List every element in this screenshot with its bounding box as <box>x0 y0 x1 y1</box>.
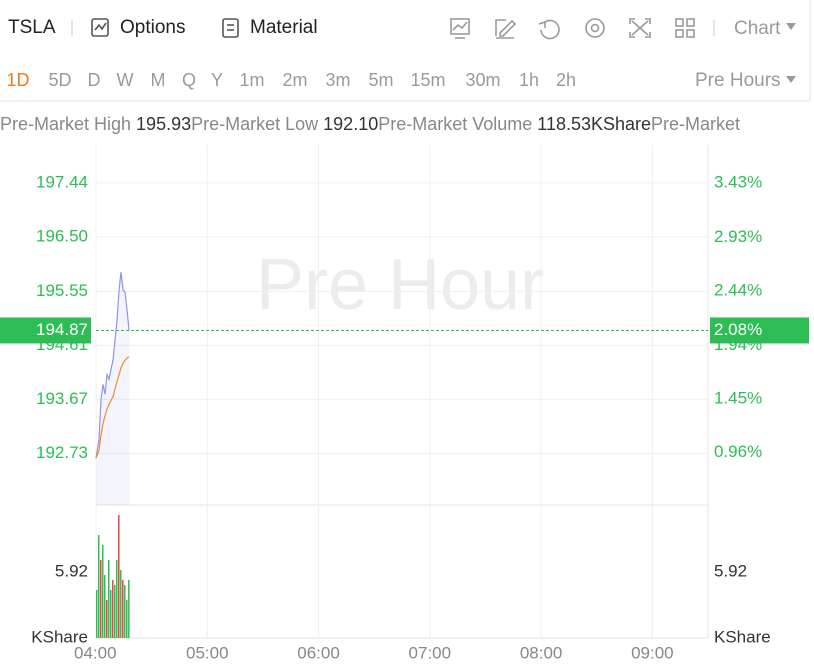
timeframe-option[interactable]: M <box>151 70 166 90</box>
dropdown-arrow <box>786 76 796 83</box>
volume-bar <box>102 545 104 638</box>
price-line <box>95 271 130 459</box>
info-label: Pre-Market <box>651 114 740 134</box>
indicator-icon[interactable] <box>450 18 470 39</box>
timeframe-option[interactable]: 5D <box>48 70 71 90</box>
y-tick-label: 193.67 <box>36 389 88 408</box>
volume-bar <box>124 585 126 638</box>
y2-tick-label: 2.44% <box>714 281 762 300</box>
info-label: Pre-Market High <box>0 114 131 134</box>
layout-icon[interactable] <box>675 18 695 38</box>
timeframe-option[interactable]: 15m <box>410 70 445 90</box>
options-icon[interactable] <box>91 18 109 37</box>
volume-bar <box>98 534 100 638</box>
volume-bar <box>122 580 124 638</box>
timeframe-option[interactable]: 1D <box>6 70 29 90</box>
volume-bar <box>116 559 118 638</box>
volume-tick-label: 5.92 <box>55 561 88 580</box>
x-tick-label: 09:00 <box>631 643 674 662</box>
y2-tick-label: 3.43% <box>714 173 762 192</box>
timeframe-option[interactable]: 5m <box>368 70 393 90</box>
y2-tick-label: 2.93% <box>714 227 762 246</box>
timeframe-bar: 1D 5D D W M Q Y 1m 2m 3m 5m 15m 30m 1h 2h <box>6 70 576 90</box>
volume-unit: KShare <box>31 627 88 646</box>
settings-icon[interactable] <box>585 18 605 38</box>
fullscreen-icon[interactable] <box>629 18 651 38</box>
info-row: Pre-Market High 195.93Pre-Market Low 192.1… <box>0 114 740 134</box>
timeframe-option[interactable]: D <box>88 70 101 90</box>
volume-bar <box>128 580 130 638</box>
y2-tick-label: 0.96% <box>714 442 762 461</box>
x-tick-label: 05:00 <box>186 643 229 662</box>
chart-type-select[interactable]: Chart <box>734 18 781 39</box>
x-tick-label: 06:00 <box>297 643 340 662</box>
info-value: 118.53KShare <box>537 114 651 134</box>
y-tick-label: 192.73 <box>36 443 88 462</box>
info-label: Pre-Market Volume <box>378 114 532 134</box>
volume-bar <box>104 575 106 638</box>
volume-bar <box>106 599 108 638</box>
reset-icon[interactable] <box>538 19 560 40</box>
timeframe-option[interactable]: 3m <box>325 70 350 90</box>
timeframe-option[interactable]: Y <box>211 70 223 90</box>
last-price-badge <box>0 317 91 344</box>
volume-bar <box>114 585 116 638</box>
price-line <box>95 356 130 459</box>
y-tick-label: 196.50 <box>36 226 88 245</box>
chart: Pre Hour197.44196.50195.55194.61193.6719… <box>0 145 809 662</box>
draw-icon[interactable] <box>495 19 517 39</box>
volume-bar <box>100 559 102 638</box>
y-tick-label: 197.44 <box>36 172 88 191</box>
x-tick-label: 07:00 <box>409 643 452 662</box>
info-value: 195.93 <box>136 114 191 134</box>
timeframe-option[interactable]: 1h <box>519 70 539 90</box>
y2-tick-label: 1.45% <box>714 389 762 408</box>
volume-bar <box>120 569 122 638</box>
info-label: Pre-Market Low <box>191 114 319 134</box>
x-tick-label: 04:00 <box>74 643 117 662</box>
volume-bar <box>108 559 110 638</box>
area-fill <box>96 271 130 505</box>
y-tick-label: 195.55 <box>36 281 88 300</box>
symbol[interactable]: TSLA <box>8 17 56 38</box>
timeframe-option[interactable]: 1m <box>239 70 264 90</box>
volume-tick-label: 5.92 <box>714 561 747 580</box>
info-value: 192.10 <box>323 114 378 134</box>
timeframe-option[interactable]: 2m <box>282 70 307 90</box>
options-button[interactable]: Options <box>120 17 185 38</box>
volume-unit: KShare <box>714 627 771 646</box>
session-select[interactable]: Pre Hours <box>695 70 781 91</box>
last-change-badge <box>710 317 809 344</box>
volume-bar <box>118 515 120 638</box>
volume-bar <box>96 589 98 638</box>
last-price-label: 194.87 <box>36 320 88 339</box>
volume-bar <box>112 580 114 638</box>
last-change-label: 2.08% <box>714 320 762 339</box>
dropdown-arrow <box>786 23 796 30</box>
volume-bar <box>110 589 112 638</box>
material-icon[interactable] <box>222 18 239 38</box>
timeframe-option[interactable]: Q <box>182 70 196 90</box>
x-tick-label: 08:00 <box>520 643 563 662</box>
volume-bar <box>126 599 128 638</box>
material-button[interactable]: Material <box>250 17 318 38</box>
timeframe-option[interactable]: W <box>117 70 134 90</box>
watermark: Pre Hour <box>256 245 544 325</box>
timeframe-option[interactable]: 2h <box>556 70 576 90</box>
timeframe-option[interactable]: 30m <box>465 70 500 90</box>
